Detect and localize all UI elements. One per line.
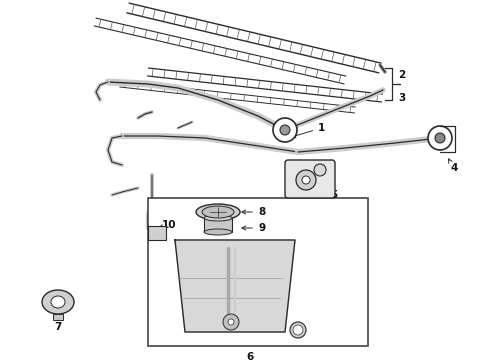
Ellipse shape [51, 296, 65, 308]
Circle shape [293, 325, 303, 335]
Text: 3: 3 [398, 93, 405, 103]
Circle shape [223, 314, 239, 330]
Text: 1: 1 [292, 123, 325, 138]
Ellipse shape [196, 204, 240, 220]
Polygon shape [175, 240, 295, 332]
Bar [148, 226, 166, 240]
Ellipse shape [202, 206, 234, 218]
Circle shape [280, 125, 290, 135]
Text: 5: 5 [318, 184, 337, 200]
Circle shape [314, 164, 326, 176]
Circle shape [228, 319, 234, 325]
Bar [148, 198, 368, 346]
Circle shape [435, 133, 445, 143]
Text: 8: 8 [242, 207, 265, 217]
Text: 11: 11 [318, 180, 333, 190]
Bar [204, 218, 232, 232]
Text: 4: 4 [448, 159, 457, 173]
Text: 9: 9 [242, 223, 265, 233]
Circle shape [428, 126, 452, 150]
Ellipse shape [204, 229, 232, 235]
FancyBboxPatch shape [285, 160, 335, 198]
Text: 7: 7 [54, 322, 62, 332]
Text: 10: 10 [159, 220, 176, 230]
Circle shape [296, 170, 316, 190]
Bar [53, 314, 63, 320]
Text: 2: 2 [398, 70, 405, 80]
Ellipse shape [42, 290, 74, 314]
Circle shape [302, 176, 310, 184]
Text: 6: 6 [246, 352, 254, 360]
Circle shape [290, 322, 306, 338]
Ellipse shape [204, 215, 232, 221]
Circle shape [273, 118, 297, 142]
